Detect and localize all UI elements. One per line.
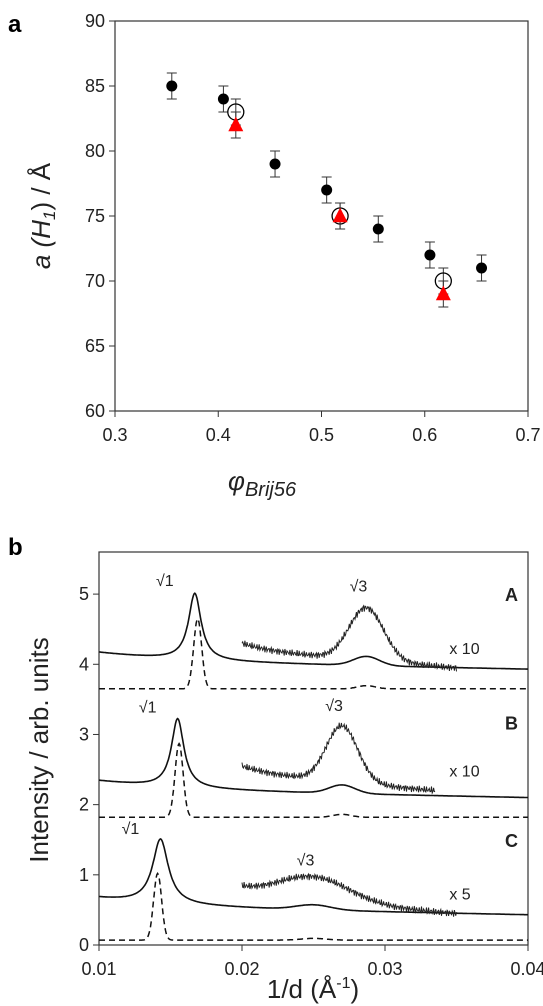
y-tick-label: 5 bbox=[79, 584, 89, 604]
y-tick-label: 3 bbox=[79, 724, 89, 744]
data-point-triangle bbox=[435, 285, 451, 301]
panel-b-traces: √1 √3 x 10 A √1 √3 x 10 B √1 √3 x 5 C bbox=[98, 573, 528, 941]
data-point-filled bbox=[321, 184, 333, 196]
peak-3-label: √3 bbox=[325, 698, 343, 715]
scale-factor-label: x 10 bbox=[449, 641, 479, 658]
x-tick-label: 0.02 bbox=[224, 959, 259, 979]
y-tick-label: 0 bbox=[79, 935, 89, 955]
peak-3-label: √3 bbox=[297, 852, 315, 869]
panel-a-frame bbox=[114, 20, 529, 412]
y-label-tail: ) / Å bbox=[26, 162, 56, 210]
y-tick-label: 2 bbox=[79, 795, 89, 815]
y-tick-label: 4 bbox=[79, 654, 89, 674]
trace-magnified bbox=[241, 722, 436, 795]
trace-tag: B bbox=[505, 714, 518, 734]
panel-a: a 60 65 70 75 80 85 90 0.3 0.4 0.5 0.6 0.7 a (H1) … bbox=[8, 11, 541, 501]
x-tick-label: 0.01 bbox=[81, 959, 116, 979]
trace-dashed bbox=[99, 617, 528, 690]
y-tick-label: 75 bbox=[85, 206, 105, 226]
panel-a-points bbox=[166, 72, 488, 308]
x-tick-label: 0.7 bbox=[515, 425, 540, 445]
b-x-label-sup: -1 bbox=[336, 975, 350, 992]
panel-b-y-ticks: 0 1 2 3 4 5 bbox=[79, 584, 99, 955]
data-point-filled bbox=[476, 262, 488, 274]
y-label-sub: 1 bbox=[40, 211, 59, 220]
panel-a-x-axis-label: φBrij56 bbox=[228, 466, 297, 501]
data-point-filled bbox=[424, 249, 436, 261]
panel-b: b 0 1 2 3 4 5 0.01 0.02 0.03 0.04 √1 √3 x 10 A √1 √3 x… bbox=[8, 534, 543, 1004]
y-tick-label: 1 bbox=[79, 865, 89, 885]
x-tick-label: 0.4 bbox=[206, 425, 231, 445]
trace-dashed bbox=[99, 872, 528, 941]
y-tick-label: 85 bbox=[85, 76, 105, 96]
b-x-label-tail: ) bbox=[350, 974, 359, 1004]
data-point-filled bbox=[372, 223, 384, 235]
y-tick-label: 65 bbox=[85, 336, 105, 356]
panel-b-label: b bbox=[8, 534, 23, 561]
data-point-triangle bbox=[228, 116, 244, 132]
data-point-filled bbox=[269, 158, 281, 170]
data-point-filled bbox=[217, 93, 229, 105]
y-tick-label: 90 bbox=[85, 11, 105, 31]
x-tick-label: 0.5 bbox=[309, 425, 334, 445]
panel-a-label: a bbox=[8, 11, 22, 38]
panel-a-y-axis-label: a (H1) / Å bbox=[26, 162, 59, 269]
panel-b-frame bbox=[98, 551, 529, 946]
y-tick-label: 80 bbox=[85, 141, 105, 161]
y-tick-label: 70 bbox=[85, 271, 105, 291]
b-x-label-main: 1/d (Å bbox=[267, 974, 337, 1004]
x-label-main: φ bbox=[228, 466, 245, 496]
panel-b-x-ticks: 0.01 0.02 0.03 0.04 bbox=[81, 945, 543, 979]
scale-factor-label: x 5 bbox=[449, 886, 470, 903]
trace-dashed bbox=[99, 742, 528, 819]
y-label-main: a (H bbox=[26, 220, 56, 269]
x-tick-label: 0.3 bbox=[102, 425, 127, 445]
peak-3-label: √3 bbox=[350, 579, 368, 596]
panel-a-y-ticks: 60 65 70 75 80 85 90 bbox=[85, 11, 115, 421]
panel-b-x-axis-label: 1/d (Å-1) bbox=[267, 974, 359, 1004]
panel-a-x-ticks: 0.3 0.4 0.5 0.6 0.7 bbox=[102, 411, 541, 445]
scale-factor-label: x 10 bbox=[449, 764, 479, 781]
x-tick-label: 0.04 bbox=[510, 959, 543, 979]
peak-1-label: √1 bbox=[156, 573, 174, 590]
trace-magnified bbox=[241, 604, 457, 672]
x-label-sub: Brij56 bbox=[245, 479, 297, 501]
trace-magnified bbox=[241, 872, 457, 917]
peak-1-label: √1 bbox=[139, 699, 157, 716]
data-point-filled bbox=[166, 80, 178, 92]
y-tick-label: 60 bbox=[85, 401, 105, 421]
x-tick-label: 0.6 bbox=[412, 425, 437, 445]
trace-tag: C bbox=[505, 831, 518, 851]
panel-b-y-axis-label: Intensity / arb. units bbox=[24, 637, 54, 862]
data-point-triangle bbox=[332, 207, 348, 223]
trace-line bbox=[99, 717, 528, 799]
x-tick-label: 0.03 bbox=[367, 959, 402, 979]
peak-1-label: √1 bbox=[122, 821, 140, 838]
trace-tag: A bbox=[505, 585, 518, 605]
